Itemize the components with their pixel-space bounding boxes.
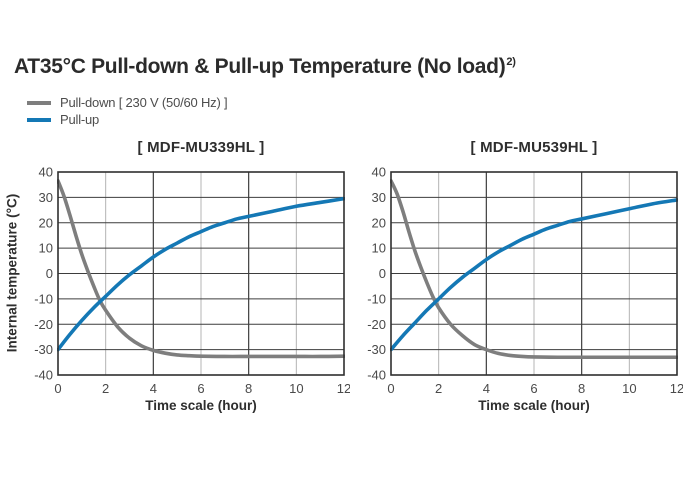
x-tick-label: 10 [622,381,636,396]
legend-label-pull-up: Pull-up [60,112,100,127]
legend-item-pull-up: Pull-up [27,112,227,127]
chart-title-mdf-mu539hl: [ MDF-MU539HL ] [470,139,598,156]
y-tick-label: 40 [372,165,386,180]
y-tick-label: 10 [372,241,386,256]
y-tick-label: 30 [39,190,53,205]
x-tick-label: 0 [387,381,394,396]
page-title: AT35°C Pull-down & Pull-up Temperature (… [14,55,516,79]
x-tick-label: 2 [435,381,442,396]
x-tick-label: 12 [670,381,683,396]
page-title-footnote-marker: 2) [506,56,516,68]
y-tick-label: 0 [379,266,386,281]
y-tick-label: 10 [39,241,53,256]
curve-pull-up [390,198,678,352]
pull-down-line-swatch-icon [27,100,51,105]
chart-title-mdf-mu339hl: [ MDF-MU339HL ] [137,139,265,156]
x-tick-label: 0 [54,381,61,396]
y-tick-label: -30 [367,342,386,357]
y-tick-label: 20 [39,215,53,230]
legend: Pull-down [ 230 V (50/60 Hz) ] Pull-up [27,95,228,127]
page-title-text: AT35°C Pull-down & Pull-up Temperature (… [14,55,506,78]
pull-up-line-swatch-icon [27,117,51,122]
x-tick-label: 4 [150,381,157,396]
x-tick-label: 6 [197,381,204,396]
x-tick-label: 8 [245,381,252,396]
x-tick-label: 2 [102,381,109,396]
y-tick-label: -20 [34,317,53,332]
curve-pull-down [57,179,345,359]
x-axis-label-right: Time scale (hour) [478,398,590,413]
y-tick-label: -40 [34,368,53,383]
y-tick-label: -10 [367,291,386,306]
y-tick-label: 0 [46,266,53,281]
x-tick-label: 12 [337,381,350,396]
plot-border [390,171,678,376]
y-axis-label: Internal temperature (°C) [4,193,20,353]
plot-border [57,171,345,376]
y-tick-label: 20 [372,215,386,230]
x-tick-label: 4 [483,381,490,396]
x-tick-label: 10 [289,381,303,396]
y-tick-label: -40 [367,368,386,383]
curve-pull-down [390,179,678,360]
curve-pull-up [57,196,345,352]
legend-label-pull-down: Pull-down [ 230 V (50/60 Hz) ] [60,95,228,110]
y-tick-label: -30 [34,342,53,357]
y-tick-label: 30 [372,190,386,205]
y-tick-label: -20 [367,317,386,332]
legend-item-pull-down: Pull-down [ 230 V (50/60 Hz) ] [27,95,228,110]
x-axis-label-left: Time scale (hour) [145,398,257,413]
x-tick-label: 8 [578,381,585,396]
y-tick-label: -10 [34,291,53,306]
x-tick-label: 6 [530,381,537,396]
y-tick-label: 40 [39,165,53,180]
